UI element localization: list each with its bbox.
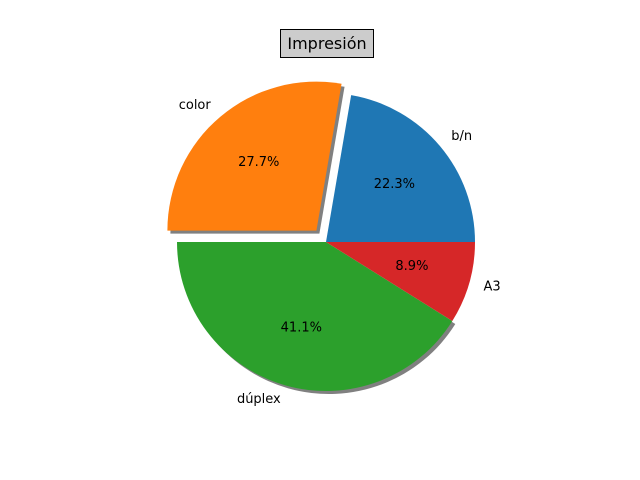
slice-color	[167, 81, 342, 231]
slice-pct-duplex: 41.1%	[281, 320, 322, 335]
chart-title: Impresión	[280, 29, 374, 58]
slice-b-n	[326, 95, 475, 243]
slice-label-a3: A3	[484, 280, 501, 295]
slice-pct-color: 27.7%	[238, 155, 279, 170]
slice-pct-b-n: 22.3%	[374, 177, 415, 192]
slice-duplex	[177, 242, 453, 391]
slice-a3	[326, 242, 475, 322]
slice-label-duplex: dúplex	[237, 392, 281, 407]
slice-label-b-n: b/n	[451, 129, 472, 144]
slice-label-color: color	[179, 98, 212, 113]
slice-pct-a3: 8.9%	[395, 259, 428, 274]
